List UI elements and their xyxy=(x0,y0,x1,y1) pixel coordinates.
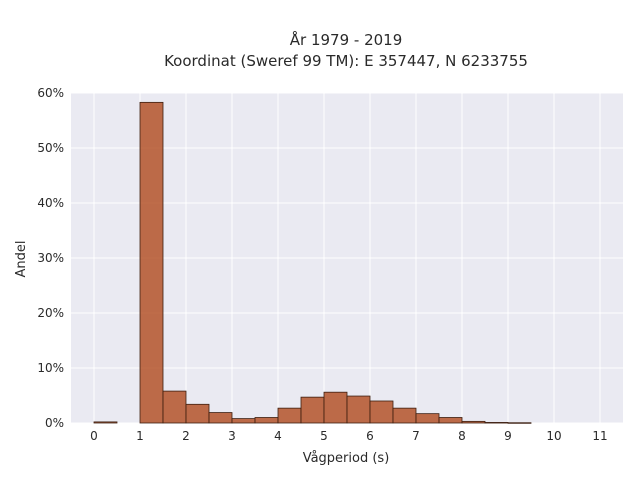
chart-title-line1: År 1979 - 2019 xyxy=(290,30,403,49)
x-tick-label-7: 7 xyxy=(412,429,420,443)
histogram-bar-16 xyxy=(484,422,509,424)
histogram-bar-10 xyxy=(346,395,371,424)
y-tick-label-3: 30% xyxy=(37,251,64,265)
histogram-bar-9 xyxy=(323,391,348,424)
x-tick-label-3: 3 xyxy=(228,429,236,443)
x-tick-label-10: 10 xyxy=(546,429,561,443)
histogram-bar-7 xyxy=(277,407,302,424)
x-tick-label-5: 5 xyxy=(320,429,328,443)
histogram-bar-2 xyxy=(162,390,187,424)
x-tick-label-0: 0 xyxy=(90,429,98,443)
histogram-bar-13 xyxy=(415,413,440,424)
histogram-bar-1 xyxy=(139,101,164,424)
y-tick-label-2: 20% xyxy=(37,306,64,320)
x-tick-label-2: 2 xyxy=(182,429,190,443)
histogram-bar-17 xyxy=(507,422,532,424)
x-tick-label-9: 9 xyxy=(504,429,512,443)
histogram-bar-4 xyxy=(208,412,233,424)
histogram-bar-15 xyxy=(461,420,486,424)
y-axis-label: Andel xyxy=(14,241,29,278)
x-axis-tick-labels: 0 1 2 3 4 5 6 7 8 9 10 11 xyxy=(90,429,607,443)
histogram-bar-11 xyxy=(369,400,394,424)
histogram-bars xyxy=(93,101,532,424)
x-tick-label-6: 6 xyxy=(366,429,374,443)
y-tick-label-0: 0% xyxy=(45,416,64,430)
histogram-bar-12 xyxy=(392,407,417,424)
histogram-bar-14 xyxy=(438,417,463,424)
y-tick-label-6: 60% xyxy=(37,86,64,100)
histogram-bar-3 xyxy=(185,403,210,424)
histogram-bar-6 xyxy=(254,417,279,424)
y-tick-label-4: 40% xyxy=(37,196,64,210)
x-tick-label-11: 11 xyxy=(592,429,607,443)
y-axis-tick-labels: 0% 10% 20% 30% 40% 50% 60% xyxy=(37,86,64,430)
histogram-bar-0 xyxy=(93,421,118,424)
x-tick-label-1: 1 xyxy=(136,429,144,443)
y-tick-label-5: 50% xyxy=(37,141,64,155)
histogram-bar-5 xyxy=(231,418,256,424)
x-axis-label: Vågperiod (s) xyxy=(303,451,390,466)
chart-title-line2: Koordinat (Sweref 99 TM): E 357447, N 62… xyxy=(164,52,528,70)
x-tick-label-4: 4 xyxy=(274,429,282,443)
x-tick-label-8: 8 xyxy=(458,429,466,443)
y-tick-label-1: 10% xyxy=(37,361,64,375)
histogram-bar-8 xyxy=(300,396,325,424)
